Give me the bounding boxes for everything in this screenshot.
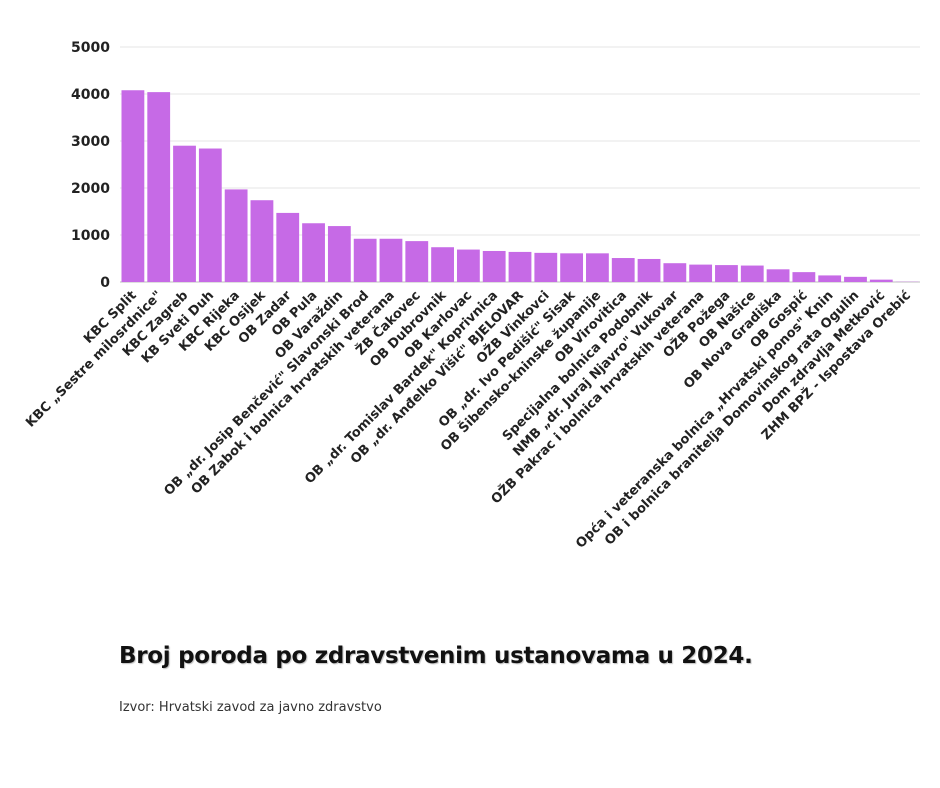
bar bbox=[740, 265, 764, 282]
y-axis-ticks: 0 1000 2000 3000 4000 5000 bbox=[71, 40, 110, 291]
bar bbox=[818, 275, 842, 282]
bar bbox=[792, 272, 816, 282]
chart-source: Izvor: Hrvatski zavod za javno zdravstvo bbox=[119, 700, 382, 715]
bars bbox=[121, 90, 919, 283]
y-tick-label: 1000 bbox=[71, 228, 110, 244]
bar bbox=[276, 212, 300, 282]
bar bbox=[405, 241, 429, 282]
y-tick-label: 0 bbox=[100, 275, 110, 291]
bar bbox=[534, 252, 558, 282]
bar bbox=[637, 258, 661, 282]
bar bbox=[715, 265, 738, 282]
bar bbox=[560, 253, 584, 282]
bar bbox=[327, 226, 351, 282]
bar bbox=[482, 250, 506, 282]
bar bbox=[844, 276, 867, 282]
bar bbox=[353, 238, 377, 282]
bar bbox=[689, 264, 713, 282]
chart-title: Broj poroda po zdravstvenim ustanovama u… bbox=[119, 643, 753, 669]
bar bbox=[508, 251, 532, 282]
bar bbox=[766, 269, 790, 282]
bar bbox=[456, 249, 480, 282]
bar bbox=[379, 238, 403, 282]
bar bbox=[302, 223, 325, 282]
bar bbox=[224, 189, 248, 282]
bar bbox=[173, 145, 196, 282]
bar bbox=[611, 258, 635, 282]
bar bbox=[147, 92, 171, 283]
y-tick-label: 4000 bbox=[71, 87, 110, 103]
bar bbox=[431, 247, 454, 282]
bar bbox=[121, 90, 145, 283]
y-tick-label: 3000 bbox=[71, 134, 110, 150]
y-tick-label: 2000 bbox=[71, 181, 110, 197]
bar bbox=[198, 148, 222, 282]
bar bbox=[250, 200, 274, 282]
y-tick-label: 5000 bbox=[71, 40, 110, 56]
bar bbox=[663, 263, 687, 282]
bar bbox=[869, 279, 893, 282]
bar bbox=[586, 253, 609, 282]
